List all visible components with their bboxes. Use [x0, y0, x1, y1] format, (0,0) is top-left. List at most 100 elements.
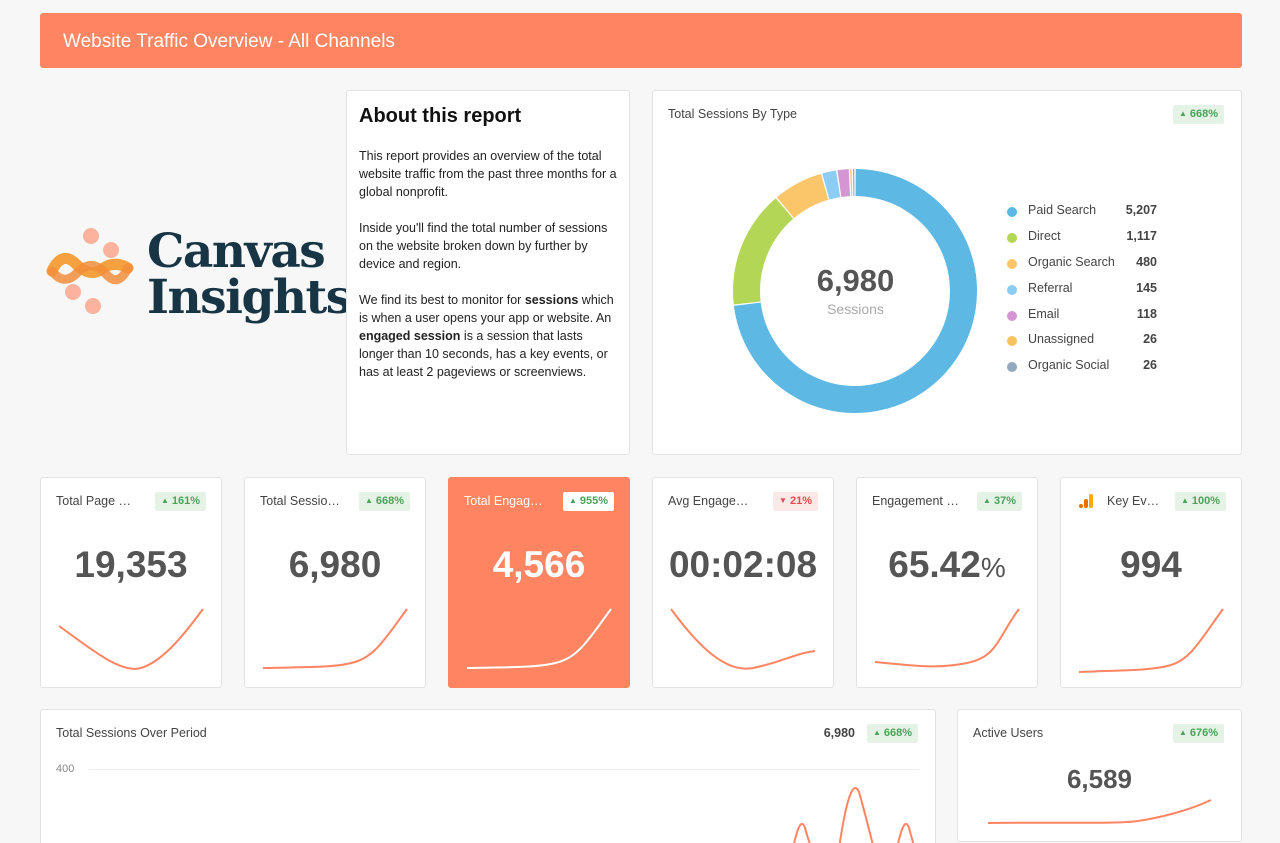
active-users-card: Active Users ▲ 676% 6,589 — [957, 709, 1242, 842]
sessions-donut-chart — [733, 169, 977, 413]
active-users-sparkline — [987, 799, 1212, 824]
logo-word-2: Insights — [147, 270, 352, 325]
kpi-number: 6,980 — [288, 544, 382, 585]
legend-value: 145 — [1136, 280, 1157, 295]
report-header: Website Traffic Overview - All Channels — [40, 13, 1242, 68]
about-title: About this report — [359, 105, 522, 127]
donut-slice[interactable] — [852, 169, 855, 197]
legend-value: 118 — [1136, 306, 1157, 321]
legend-value: 480 — [1136, 254, 1157, 269]
legend-value: 5,207 — [1125, 203, 1157, 217]
change-badge: ▲ 668% — [358, 492, 410, 511]
legend-item[interactable]: Direct 1,117 — [1007, 229, 1157, 255]
donut-slice[interactable] — [837, 169, 851, 197]
legend-swatch — [1007, 207, 1017, 217]
kpi-card[interactable]: Total Engag… ▲ 955% 4,566 — [448, 477, 630, 688]
legend-label: Organic Social — [1028, 358, 1110, 373]
kpi-title: Avg Engage… — [668, 494, 749, 508]
donut-slice[interactable] — [822, 170, 841, 200]
sparkline-line — [1078, 608, 1224, 673]
kpi-value: 4,566 — [449, 544, 629, 586]
kpi-sparkline — [1078, 608, 1224, 673]
donut-legend: Paid Search 5,207 Direct 1,117 Organic Searc… — [1007, 203, 1157, 384]
change-badge: ▲ 37% — [977, 492, 1022, 511]
kpi-sparkline — [874, 608, 1020, 668]
sessions-over-period-title: Total Sessions Over Period — [56, 726, 207, 740]
legend-label: Unassigned — [1028, 332, 1095, 347]
kpi-title: Total Engag… — [464, 494, 543, 508]
legend-label: Direct — [1028, 228, 1061, 243]
sessions-over-period-total: 6,980 — [823, 726, 855, 740]
donut-slice[interactable] — [733, 198, 794, 305]
change-badge: ▲ 668% — [867, 724, 919, 743]
change-badge: ▲ 100% — [1174, 492, 1226, 511]
legend-item[interactable]: Unassigned 26 — [1007, 332, 1157, 358]
kpi-sparkline — [466, 608, 612, 669]
caret-up-icon: ▲ — [364, 496, 373, 505]
about-bold-sessions: sessions — [524, 293, 579, 307]
legend-swatch — [1007, 284, 1017, 295]
sparkline-line — [262, 608, 408, 669]
legend-item[interactable]: Email 118 — [1007, 307, 1157, 333]
change-value: 676% — [1189, 727, 1219, 739]
kpi-sparkline — [262, 608, 408, 669]
active-users-value: 6,589 — [1066, 764, 1133, 794]
caret-down-icon: ▼ — [779, 496, 787, 505]
donut-slice[interactable] — [776, 173, 829, 219]
kpi-card[interactable]: Engagement … ▲ 37% 65.42% — [856, 477, 1038, 688]
kpi-sparkline — [58, 608, 204, 670]
change-badge: ▼ 21% — [773, 492, 818, 511]
about-paragraph-1: This report provides an overview of the … — [359, 149, 617, 199]
about-paragraph-2: Inside you'll find the total number of s… — [359, 221, 608, 271]
kpi-sparkline — [670, 608, 816, 670]
legend-swatch — [1007, 258, 1017, 269]
legend-value: 26 — [1143, 332, 1157, 347]
about-report-card: About this report This report provides a… — [346, 90, 630, 455]
legend-item[interactable]: Paid Search 5,207 — [1007, 203, 1157, 229]
sessions-series-line — [793, 787, 915, 843]
legend-label: Organic Search — [1028, 254, 1115, 269]
logo-word-1: Canvas — [147, 224, 326, 279]
kpi-value: 6,980 — [245, 544, 425, 586]
kpi-title: Total Page … — [56, 494, 132, 508]
change-value: 955% — [579, 495, 608, 507]
kpi-number: 65.42 — [888, 544, 981, 585]
change-badge: ▲ 161% — [154, 492, 206, 511]
kpi-title: Engagement … — [872, 494, 959, 508]
kpi-title: Key Ev… — [1107, 494, 1160, 508]
legend-value: 1,117 — [1126, 228, 1157, 243]
donut-total-label: Sessions — [827, 301, 884, 317]
kpi-value: 00:02:08 — [653, 544, 833, 586]
change-value: 668% — [1189, 108, 1219, 120]
sparkline-line — [987, 799, 1212, 824]
legend-swatch — [1007, 232, 1017, 243]
sessions-over-period-card: Total Sessions Over Period 6,980 ▲ 668% 4… — [40, 709, 936, 843]
sparkline-line — [670, 608, 816, 670]
kpi-card[interactable]: Key Ev… ▲ 100% 994 — [1060, 477, 1242, 688]
about-bold-engaged-session: engaged session — [359, 329, 461, 343]
google-analytics-icon — [1079, 494, 1093, 508]
legend-item[interactable]: Referral 145 — [1007, 281, 1157, 307]
legend-label: Email — [1028, 306, 1060, 321]
donut-slice[interactable] — [850, 169, 853, 197]
legend-label: Referral — [1028, 280, 1073, 295]
kpi-card[interactable]: Avg Engage… ▼ 21% 00:02:08 — [652, 477, 834, 688]
legend-item[interactable]: Organic Social 26 — [1007, 358, 1157, 384]
caret-up-icon: ▲ — [160, 496, 169, 505]
kpi-value: 994 — [1061, 544, 1241, 586]
about-paragraph-3: We find its best to monitor for sessions… — [359, 291, 617, 381]
about-text: which is when a user opens your app or w… — [359, 293, 614, 325]
legend-item[interactable]: Organic Search 480 — [1007, 255, 1157, 281]
change-value: 668% — [883, 727, 913, 739]
legend-label: Paid Search — [1028, 203, 1097, 217]
kpi-card[interactable]: Total Sessio… ▲ 668% 6,980 — [244, 477, 426, 688]
kpi-value: 65.42% — [857, 544, 1037, 586]
change-value: 161% — [171, 495, 200, 507]
kpi-card[interactable]: Total Page … ▲ 161% 19,353 — [40, 477, 222, 688]
sparkline-line — [466, 608, 612, 669]
legend-swatch — [1007, 362, 1017, 373]
sessions-by-type-title: Total Sessions By Type — [668, 107, 798, 121]
report-title: Website Traffic Overview - All Channels — [63, 31, 395, 52]
y-axis-tick: 400 — [56, 763, 75, 775]
caret-up-icon: ▲ — [1179, 109, 1187, 118]
